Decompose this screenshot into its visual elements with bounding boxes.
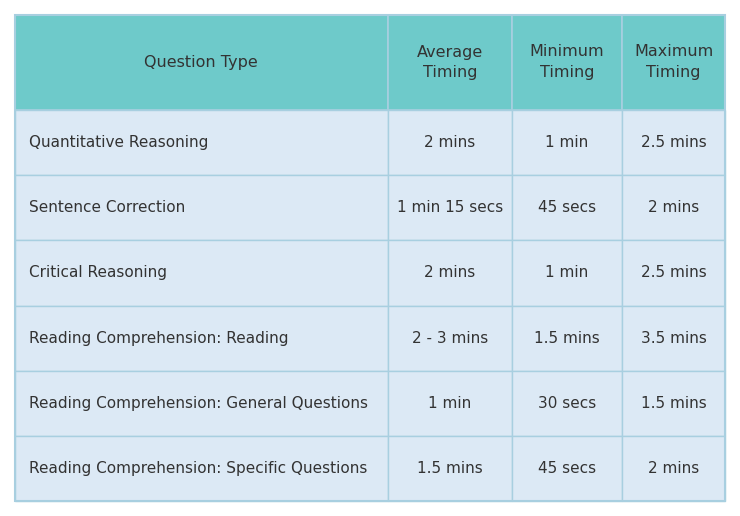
Bar: [388, 15, 512, 110]
Text: Sentence Correction: Sentence Correction: [29, 200, 185, 215]
Bar: [512, 436, 622, 501]
Text: 1 min 15 secs: 1 min 15 secs: [397, 200, 503, 215]
Bar: [15, 305, 388, 370]
Bar: [512, 240, 622, 305]
Text: Average
Timing: Average Timing: [417, 44, 483, 80]
Bar: [512, 110, 622, 175]
Text: 1 min: 1 min: [545, 265, 588, 280]
Text: Minimum
Timing: Minimum Timing: [530, 44, 605, 80]
Text: 1 min: 1 min: [428, 396, 471, 411]
Text: 2.5 mins: 2.5 mins: [641, 265, 707, 280]
Text: 2 mins: 2 mins: [648, 200, 699, 215]
Bar: [512, 305, 622, 370]
Text: 45 secs: 45 secs: [538, 200, 596, 215]
Bar: [622, 370, 725, 436]
Text: Reading Comprehension: General Questions: Reading Comprehension: General Questions: [29, 396, 368, 411]
Bar: [15, 370, 388, 436]
Bar: [388, 240, 512, 305]
Bar: [388, 305, 512, 370]
Text: Reading Comprehension: Specific Questions: Reading Comprehension: Specific Question…: [29, 461, 367, 476]
Text: 1 min: 1 min: [545, 135, 588, 150]
Text: Reading Comprehension: Reading: Reading Comprehension: Reading: [29, 331, 289, 346]
Bar: [622, 110, 725, 175]
Bar: [388, 110, 512, 175]
Text: 1.5 mins: 1.5 mins: [641, 396, 707, 411]
Bar: [622, 240, 725, 305]
Bar: [622, 436, 725, 501]
Bar: [622, 175, 725, 240]
Text: Quantitative Reasoning: Quantitative Reasoning: [29, 135, 209, 150]
Text: 30 secs: 30 secs: [538, 396, 596, 411]
Bar: [622, 305, 725, 370]
Bar: [622, 15, 725, 110]
Bar: [15, 175, 388, 240]
Bar: [388, 436, 512, 501]
Bar: [15, 240, 388, 305]
Bar: [15, 110, 388, 175]
Text: 1.5 mins: 1.5 mins: [417, 461, 482, 476]
Bar: [512, 15, 622, 110]
Text: Maximum
Timing: Maximum Timing: [634, 44, 713, 80]
Text: 3.5 mins: 3.5 mins: [641, 331, 707, 346]
Text: 2 mins: 2 mins: [424, 135, 476, 150]
Text: 2 mins: 2 mins: [424, 265, 476, 280]
Text: Question Type: Question Type: [144, 55, 258, 70]
Text: 2 - 3 mins: 2 - 3 mins: [411, 331, 488, 346]
Bar: [388, 370, 512, 436]
Text: 2 mins: 2 mins: [648, 461, 699, 476]
Text: 45 secs: 45 secs: [538, 461, 596, 476]
Bar: [388, 175, 512, 240]
Text: 1.5 mins: 1.5 mins: [534, 331, 600, 346]
Bar: [15, 436, 388, 501]
Text: Critical Reasoning: Critical Reasoning: [29, 265, 167, 280]
Bar: [15, 15, 388, 110]
Text: 2.5 mins: 2.5 mins: [641, 135, 707, 150]
Bar: [512, 370, 622, 436]
Bar: [512, 175, 622, 240]
